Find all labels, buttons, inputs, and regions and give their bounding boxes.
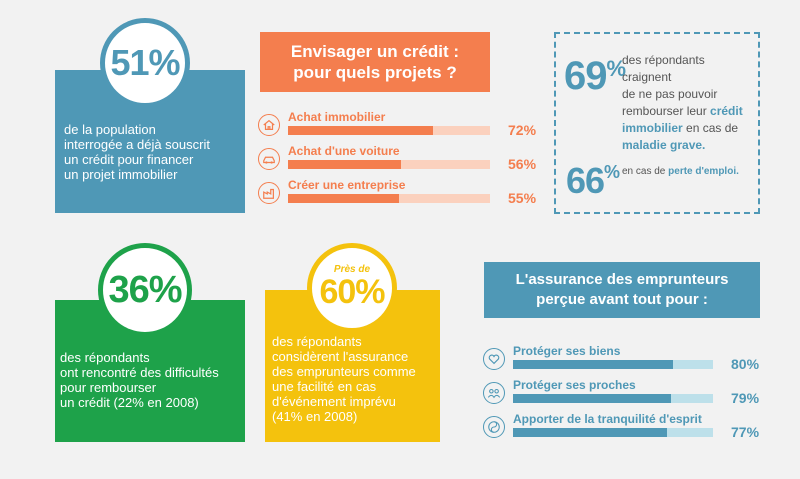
insurance-bar-row: Apporter de la tranquilité d'esprit 77%	[483, 412, 763, 442]
card-36-line: un crédit (22% en 2008)	[60, 395, 199, 410]
percent-69-sign: %	[606, 56, 627, 81]
card-60-percent: des répondants considèrent l'assurance d…	[265, 290, 440, 442]
card-60-line: des répondants	[272, 334, 362, 349]
credit-bar-label: Achat d'une voiture	[288, 144, 400, 158]
credit-projects-title-line: pour quels projets ?	[293, 63, 457, 82]
credit-bar-track	[288, 126, 490, 135]
insurance-title-line: L'assurance des emprunteurs	[515, 271, 729, 288]
credit-bar-fill	[288, 194, 400, 203]
insurance-bar-track	[513, 428, 713, 437]
insurance-bar-track	[513, 360, 713, 369]
credit-bar-row: Achat d'une voiture 56%	[258, 144, 538, 174]
circle-51: 51%	[100, 18, 190, 108]
card-51-line: un projet immobilier	[64, 167, 178, 182]
insurance-title-line: perçue avant tout pour :	[536, 291, 708, 308]
card-51-line: un crédit pour financer	[64, 152, 194, 167]
insurance-bar-row: Protéger ses proches 79%	[483, 378, 763, 408]
insurance-bar-label: Protéger ses biens	[513, 344, 621, 358]
insurance-chart: Protéger ses biens 80% Protéger ses proche…	[483, 344, 765, 448]
percent-69-number: 69	[564, 54, 607, 98]
credit-bar-value: 55%	[508, 190, 537, 206]
people-icon	[483, 382, 505, 404]
insurance-bar-row: Protéger ses biens 80%	[483, 344, 763, 374]
percent-51: 51%	[110, 42, 180, 83]
fear-line-3: rembourser leur crédit	[622, 104, 743, 118]
card-36-text: des répondants ont rencontré des difficu…	[60, 350, 242, 410]
credit-bar-row: Créer une entreprise 55%	[258, 178, 538, 208]
credit-projects-title-line: Envisager un crédit :	[290, 42, 460, 61]
fear-line-5: maladie grave.	[622, 138, 706, 152]
circle-36: 36%	[98, 243, 192, 337]
percent-69: 69%	[564, 54, 627, 99]
factory-icon	[258, 182, 280, 204]
insurance-bar-value: 79%	[731, 390, 760, 406]
credit-bar-label: Créer une entreprise	[288, 178, 406, 192]
insurance-banner: L'assurance des emprunteurs perçue avant…	[484, 262, 760, 318]
insurance-bar-fill	[513, 428, 667, 437]
card-51-line: interrogée a déjà souscrit	[64, 137, 210, 152]
fear-line-6: en cas de perte d'emploi.	[622, 166, 739, 177]
card-60-line: d'événement imprévu	[272, 394, 396, 409]
insurance-bar-fill	[513, 360, 673, 369]
prefix-60: Près de	[333, 264, 371, 275]
insurance-bar-label: Apporter de la tranquilité d'esprit	[513, 412, 702, 426]
percent-60: 60%	[319, 273, 385, 311]
heart-icon	[483, 348, 505, 370]
fear-line-2: de ne pas pouvoir	[622, 87, 718, 101]
card-60-line: (41% en 2008)	[272, 409, 358, 424]
credit-bar-track	[288, 194, 490, 203]
card-60-line: une facilité en cas	[272, 379, 377, 394]
house-icon	[258, 114, 280, 136]
insurance-bar-label: Protéger ses proches	[513, 378, 636, 392]
card-51-line: de la population	[64, 122, 156, 137]
card-60-text: des répondants considèrent l'assurance d…	[272, 334, 438, 424]
percent-66-number: 66	[566, 160, 605, 201]
insurance-bar-track	[513, 394, 713, 403]
credit-bar-label: Achat immobilier	[288, 110, 386, 124]
percent-66: 66%	[566, 160, 620, 202]
fear-text: des répondants craignent de ne pas pouvo…	[622, 52, 756, 154]
credit-bar-fill	[288, 126, 434, 135]
circle-60: Près de 60%	[307, 243, 397, 333]
credit-bar-row: Achat immobilier 72%	[258, 110, 538, 140]
card-36-line: pour rembourser	[60, 380, 157, 395]
fear-box: 69% des répondants craignent de ne pas p…	[554, 32, 760, 214]
credit-bar-value: 72%	[508, 122, 537, 138]
car-icon	[258, 148, 280, 170]
yin-yang-icon	[483, 416, 505, 438]
card-51-text: de la population interrogée a déjà sousc…	[64, 122, 242, 182]
credit-bar-fill	[288, 160, 402, 169]
percent-36: 36%	[108, 268, 182, 311]
fear-line-1: des répondants craignent	[622, 53, 705, 84]
insurance-bar-value: 77%	[731, 424, 760, 440]
credit-bar-value: 56%	[508, 156, 537, 172]
card-60-line: considèrent l'assurance	[272, 349, 409, 364]
fear-line-4: immobilier en cas de	[622, 121, 739, 135]
insurance-bar-fill	[513, 394, 671, 403]
card-36-line: des répondants	[60, 350, 150, 365]
credit-projects-chart: Achat immobilier 72% Achat d'une voiture 56…	[258, 110, 540, 214]
credit-projects-banner: Envisager un crédit : pour quels projets…	[260, 32, 490, 92]
percent-66-sign: %	[604, 162, 620, 182]
card-36-line: ont rencontré des difficultés	[60, 365, 219, 380]
card-60-line: des emprunteurs comme	[272, 364, 416, 379]
credit-bar-track	[288, 160, 490, 169]
insurance-bar-value: 80%	[731, 356, 760, 372]
